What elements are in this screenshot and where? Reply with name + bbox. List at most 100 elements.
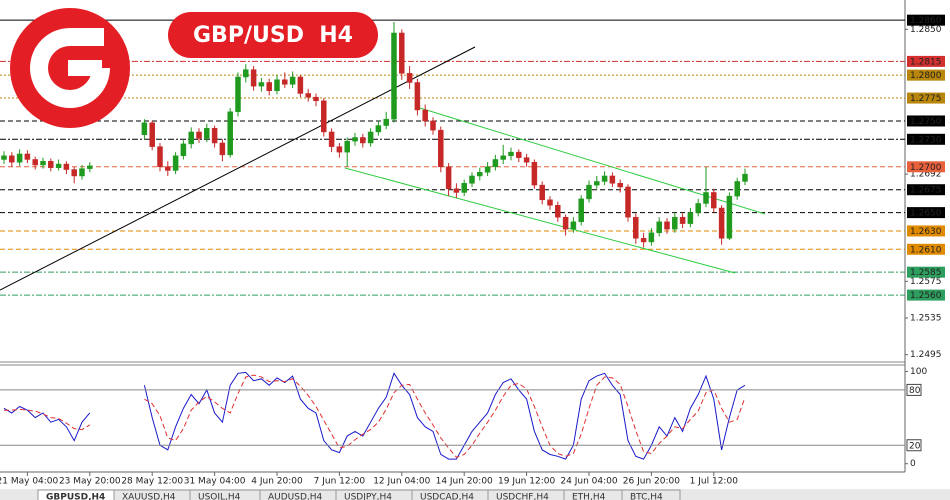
- x-tick-label: 12 Jun 04:00: [373, 477, 430, 487]
- candle-body: [196, 131, 202, 139]
- candle-body: [711, 192, 717, 209]
- candle-body: [399, 32, 405, 74]
- level-label-box: [907, 266, 945, 278]
- level-label-box: [907, 184, 945, 196]
- candle-body: [726, 195, 733, 239]
- candle-body: [172, 155, 179, 171]
- symbol-tab-label[interactable]: GBPUSD,H4: [46, 493, 105, 500]
- candle-body: [40, 161, 46, 166]
- candle-body: [274, 79, 280, 91]
- candle-body: [664, 221, 670, 230]
- level-label-box: [907, 161, 945, 173]
- candle-body: [266, 82, 272, 91]
- level-label: 1.2700: [910, 163, 942, 173]
- candle-body: [492, 159, 499, 168]
- symbol-tab-label[interactable]: USDJPY,H4: [344, 493, 392, 500]
- candle-body: [718, 207, 725, 239]
- symbol-tab-label[interactable]: AUDUSD,H4: [268, 493, 323, 500]
- candle-body: [742, 173, 748, 182]
- candle-body: [188, 131, 194, 145]
- x-tick-label: 24 Jun 04:00: [560, 477, 617, 487]
- candle-body: [336, 146, 343, 153]
- candle-body: [352, 137, 358, 142]
- symbol-tab-label[interactable]: ETH,H4: [572, 493, 606, 500]
- candle-body: [235, 76, 241, 113]
- level-label: 1.2610: [910, 245, 942, 255]
- candle-body: [204, 128, 210, 139]
- candle-body: [469, 175, 475, 184]
- candle-body: [157, 146, 163, 168]
- level-label-box: [907, 115, 945, 127]
- candle-body: [679, 216, 686, 224]
- candle-body: [227, 111, 233, 156]
- x-tick-label: 4 Jun 20:00: [251, 477, 303, 487]
- candle-body: [79, 168, 85, 177]
- candle-body: [211, 128, 218, 144]
- level-label: 1.2730: [910, 135, 942, 145]
- candle-body: [360, 137, 366, 144]
- candle-body: [282, 79, 288, 85]
- candle-body: [32, 159, 38, 166]
- level-label-box: [907, 225, 945, 237]
- candle-body: [672, 216, 678, 230]
- symbol-tab-label[interactable]: XAUUSD,H4: [122, 493, 176, 500]
- level-label-box: [907, 243, 945, 255]
- symbol-tab-label[interactable]: USOIL,H4: [198, 493, 241, 500]
- candle-body: [367, 131, 374, 144]
- candle-body: [445, 166, 452, 190]
- level-label-box: [907, 133, 945, 145]
- candle-body: [586, 184, 592, 200]
- symbol-tab[interactable]: [621, 489, 681, 500]
- candle-body: [63, 163, 70, 170]
- y-tick-label: 100: [910, 367, 927, 377]
- y-tick-label: 1.2575: [910, 277, 942, 287]
- level-label-box: [907, 69, 945, 81]
- level-label-box: [906, 383, 922, 396]
- candle-body: [313, 96, 319, 102]
- symbol-tab-label[interactable]: USDCAD,H4: [420, 493, 474, 500]
- symbol-tab-label[interactable]: USDCHF,H4: [496, 493, 549, 500]
- candle-body: [16, 153, 23, 163]
- candle-body: [453, 188, 460, 193]
- x-tick-label: 26 Jun 20:00: [623, 477, 680, 487]
- y-tick-label: 1.2850: [910, 25, 942, 35]
- candle-body: [601, 175, 608, 182]
- candle-body: [633, 216, 639, 239]
- level-label: 1.2815: [910, 57, 942, 67]
- candle-body: [243, 69, 249, 78]
- y-tick-label: 1.2495: [910, 350, 942, 360]
- candle-body: [414, 82, 421, 111]
- candle-body: [391, 32, 397, 120]
- candle-body: [297, 76, 304, 94]
- level-label: 1.2775: [910, 94, 942, 104]
- logo: [10, 8, 130, 128]
- candle-body: [570, 221, 577, 230]
- level-label-box: [907, 14, 945, 26]
- x-tick-label: 21 May 04:00: [0, 477, 59, 487]
- candle-body: [289, 76, 296, 85]
- chart-title: GBP/USD H4: [193, 23, 353, 48]
- level-label: 1.2860: [910, 16, 942, 26]
- candle-body: [48, 161, 54, 168]
- candle-body: [305, 93, 311, 98]
- candle-body: [617, 183, 623, 188]
- candle-body: [219, 142, 226, 156]
- level-label: 1.2675: [910, 186, 942, 196]
- symbol-tab-label[interactable]: BTC,H4: [630, 493, 663, 500]
- candle-body: [734, 181, 740, 197]
- candle-body: [484, 166, 491, 173]
- level-label-box: [907, 207, 945, 219]
- level-label: 80: [909, 386, 921, 396]
- candle-body: [71, 169, 77, 177]
- candle-body: [24, 153, 31, 160]
- level-label-box: [907, 92, 945, 104]
- candle-body: [477, 172, 483, 177]
- candle-body: [500, 155, 506, 160]
- candle-body: [594, 181, 600, 186]
- x-tick-label: 19 Jun 12:00: [498, 477, 555, 487]
- level-label: 1.2560: [910, 291, 942, 301]
- x-tick-label: 23 May 20:00: [59, 477, 121, 487]
- candle-body: [328, 131, 335, 147]
- candle-body: [656, 221, 662, 234]
